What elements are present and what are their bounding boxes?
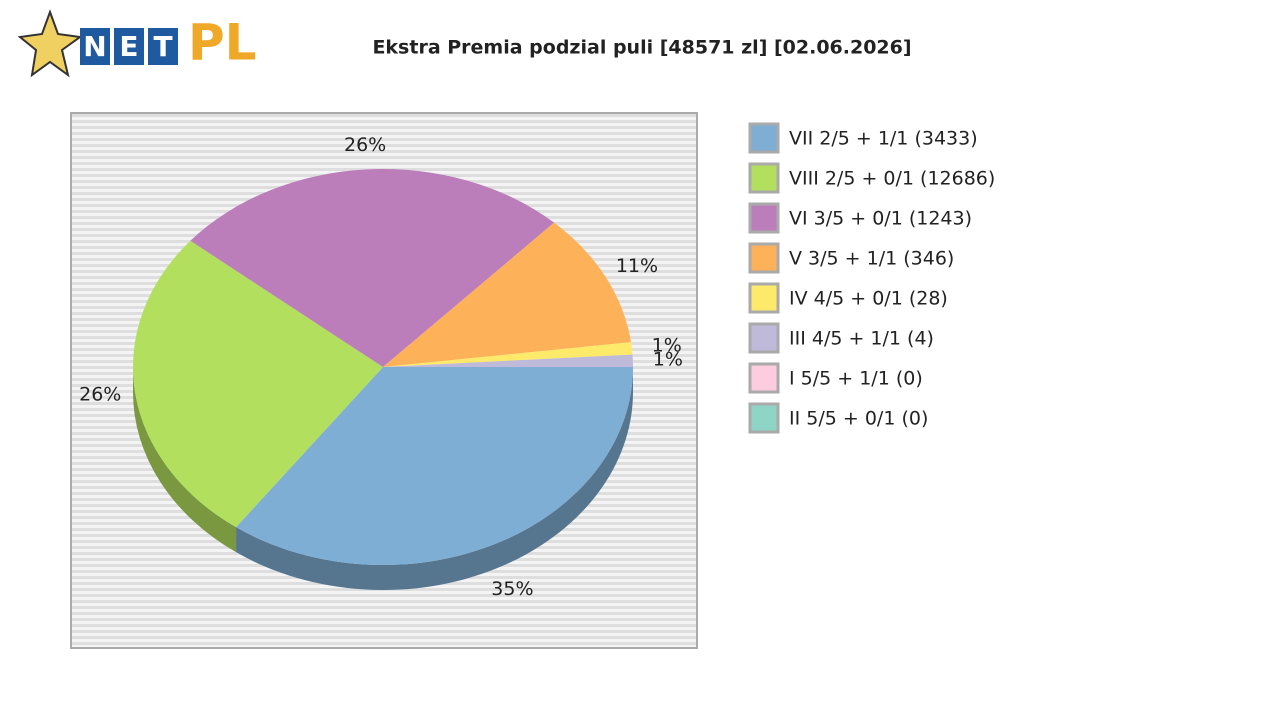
logo-star [17,9,83,78]
data-label: 1% [652,335,682,357]
data-label: 11% [616,255,658,277]
slice-top [383,342,633,367]
legend-label: VI 3/5 + 0/1 (1243) [789,208,972,230]
slice-top [190,169,555,367]
legend-swatch [748,402,780,434]
slice-top [383,222,632,367]
data-label: 35% [491,578,533,600]
slice-top [383,354,633,367]
logo-letter: N [83,30,106,63]
legend-swatch [748,202,780,234]
slice [383,222,632,367]
slice-depth [236,367,633,591]
legend-label: VII 2/5 + 1/1 (3433) [789,128,978,150]
logo-letter: E [119,30,138,63]
legend-swatch [748,282,780,314]
slice [132,240,383,553]
legend-swatch [748,322,780,354]
chart-title: Ekstra Premia podzial puli [48571 zl] [0… [372,37,911,59]
legend-label: VIII 2/5 + 0/1 (12686) [789,168,995,190]
legend-label: III 4/5 + 1/1 (4) [789,328,934,350]
legend-swatch [748,122,780,154]
slice [190,169,555,367]
legend-swatch [748,362,780,394]
slice [236,367,633,591]
legend-label: V 3/5 + 1/1 (346) [789,248,954,270]
legend-label: IV 4/5 + 0/1 (28) [789,288,948,310]
logo-pl: PL [188,14,257,72]
legend-label: I 5/5 + 1/1 (0) [789,368,923,390]
logo-box [80,28,110,65]
slice [383,342,633,367]
slice [383,354,633,367]
logo-box [114,28,144,65]
logo: N E T PL [17,9,257,78]
logo-box [148,28,178,65]
data-label: 26% [344,134,386,156]
slice-top [132,240,383,528]
slice-top [236,367,633,565]
logo-letter: T [153,30,172,63]
legend-swatch [748,242,780,274]
legend-swatch [748,162,780,194]
legend-label: II 5/5 + 0/1 (0) [789,408,928,430]
data-label: 1% [653,349,683,371]
data-label: 26% [79,383,121,405]
slice-depth [133,367,237,553]
